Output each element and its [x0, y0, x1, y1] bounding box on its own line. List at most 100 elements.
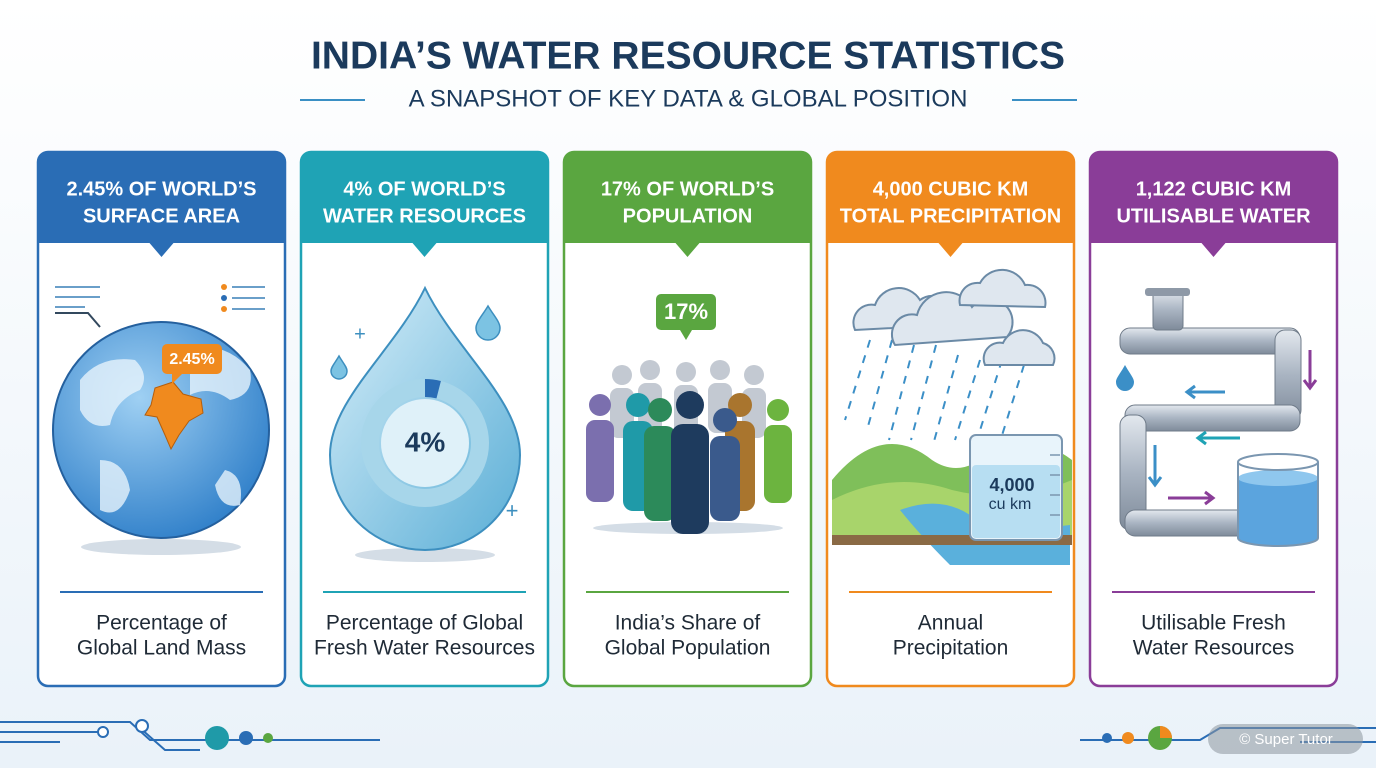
pipe-illustration	[1116, 288, 1319, 547]
card-headline: 17% OF WORLD’S	[601, 178, 774, 200]
people-illustration: 17%	[586, 294, 792, 534]
drop-illustration-part	[355, 548, 495, 562]
globe-illustration: 2.45%	[52, 284, 270, 555]
globe-illustration-part	[221, 284, 227, 290]
label: 4,000	[989, 475, 1034, 495]
people-illustration-part-part	[767, 399, 789, 421]
card-header	[1090, 152, 1337, 257]
pipe-illustration-part-part	[1168, 490, 1216, 506]
pipe-illustration-part	[1147, 350, 1318, 506]
rain-illustration-part	[852, 268, 1056, 366]
people-illustration-part	[764, 399, 792, 503]
globe-illustration-part	[55, 312, 101, 328]
card-header	[827, 152, 1074, 257]
footer-dots-part	[239, 731, 253, 745]
card-caption: India’s Share of	[615, 612, 761, 635]
drop-illustration-part	[424, 378, 441, 399]
pipe-illustration-part-part	[1184, 384, 1225, 400]
pipe-illustration-part	[1124, 509, 1251, 537]
people-illustration-part-part	[626, 393, 650, 417]
card-caption: Annual	[918, 612, 983, 635]
rain-illustration-part	[832, 535, 1072, 545]
card-headline: 1,122 CUBIC KM	[1136, 178, 1292, 200]
card-caption: Global Land Mass	[77, 637, 246, 660]
people-illustration-part-part	[744, 365, 764, 385]
rain-illustration-part-part	[888, 344, 915, 441]
card-caption: Fresh Water Resources	[314, 637, 535, 660]
people-illustration-part-part	[728, 393, 752, 417]
card-headline: 4% OF WORLD’S	[343, 178, 505, 200]
watermark-pill	[1208, 724, 1363, 754]
card-headline: 2.45% OF WORLD’S	[66, 178, 256, 200]
footer-dots-part	[1122, 732, 1134, 744]
people-illustration-part	[671, 391, 709, 534]
pipe-illustration-part	[1238, 478, 1318, 546]
globe-illustration-part	[221, 295, 227, 301]
footer-dots-part	[205, 726, 229, 750]
people-illustration-part-part	[648, 398, 672, 422]
rain-illustration-part-part	[958, 268, 1047, 309]
people-illustration-part	[586, 394, 614, 502]
card-caption: Water Resources	[1133, 637, 1294, 660]
drop-illustration-part: +	[354, 323, 366, 345]
footer-dots-part	[1160, 726, 1172, 738]
people-illustration-part	[710, 408, 740, 521]
globe-illustration-part	[172, 374, 182, 384]
globe-illustration-part	[221, 306, 227, 312]
rain-illustration: 4,000 cu km	[832, 268, 1072, 565]
globe-illustration-part	[144, 381, 204, 451]
footer-dots-part	[263, 733, 273, 743]
globe-illustration-part	[80, 359, 144, 426]
card-headline: TOTAL PRECIPITATION	[840, 205, 1061, 227]
card-caption: Global Population	[605, 637, 771, 660]
globe-illustration-part	[162, 344, 222, 374]
pipe-illustration-part	[1124, 404, 1301, 432]
people-illustration-part-part	[676, 391, 704, 419]
label: 17%	[664, 299, 708, 324]
drop-illustration-part: +	[506, 498, 519, 523]
drop-illustration-part	[381, 399, 469, 487]
people-illustration-part-part	[710, 360, 730, 380]
card-caption: Utilisable Fresh	[1141, 612, 1286, 635]
label: 2.45%	[169, 351, 214, 368]
drop-illustration-part	[475, 304, 501, 341]
card-caption: Percentage of	[96, 612, 227, 635]
card-header	[564, 152, 811, 257]
label: cu km	[989, 496, 1032, 513]
drop-illustration: 4% + +	[328, 285, 522, 562]
rain-illustration-part	[844, 339, 1025, 446]
pipe-illustration-part-part	[1302, 350, 1318, 391]
rain-illustration-part-part	[982, 329, 1056, 366]
footer-dots-part	[97, 726, 109, 738]
card-headline: WATER RESOURCES	[323, 205, 526, 227]
rain-illustration-part-part	[954, 359, 981, 441]
label: 4%	[405, 426, 446, 457]
people-illustration-part-part	[764, 425, 792, 503]
people-illustration-part-part	[671, 424, 709, 534]
people-illustration-part-part	[589, 394, 611, 416]
rain-illustration-part-part	[910, 344, 937, 441]
label: © Super Tutor	[1239, 731, 1333, 748]
rain-illustration-part-part	[844, 339, 871, 421]
people-illustration-part-part	[586, 420, 614, 502]
footer-dots-part	[1102, 733, 1112, 743]
pipe-illustration-part	[1237, 453, 1319, 471]
card-headline: SURFACE AREA	[83, 205, 240, 227]
people-illustration-part	[680, 330, 692, 340]
people-illustration-part-part	[713, 408, 737, 432]
rain-illustration-part	[1050, 454, 1060, 516]
rain-illustration-part-part	[976, 359, 1003, 441]
people-illustration-part	[644, 398, 676, 521]
people-illustration-part-part	[676, 362, 696, 382]
pipe-illustration-part-part	[1195, 430, 1240, 446]
label: A SNAPSHOT OF KEY DATA & GLOBAL POSITION	[409, 85, 968, 112]
footer-dots	[97, 719, 1172, 750]
card-headline: UTILISABLE WATER	[1116, 205, 1311, 227]
card-headline: 4,000 CUBIC KM	[873, 178, 1029, 200]
pipe-illustration-part	[1145, 288, 1190, 296]
people-illustration-part-part	[644, 426, 676, 521]
drop-illustration-part	[330, 354, 348, 380]
